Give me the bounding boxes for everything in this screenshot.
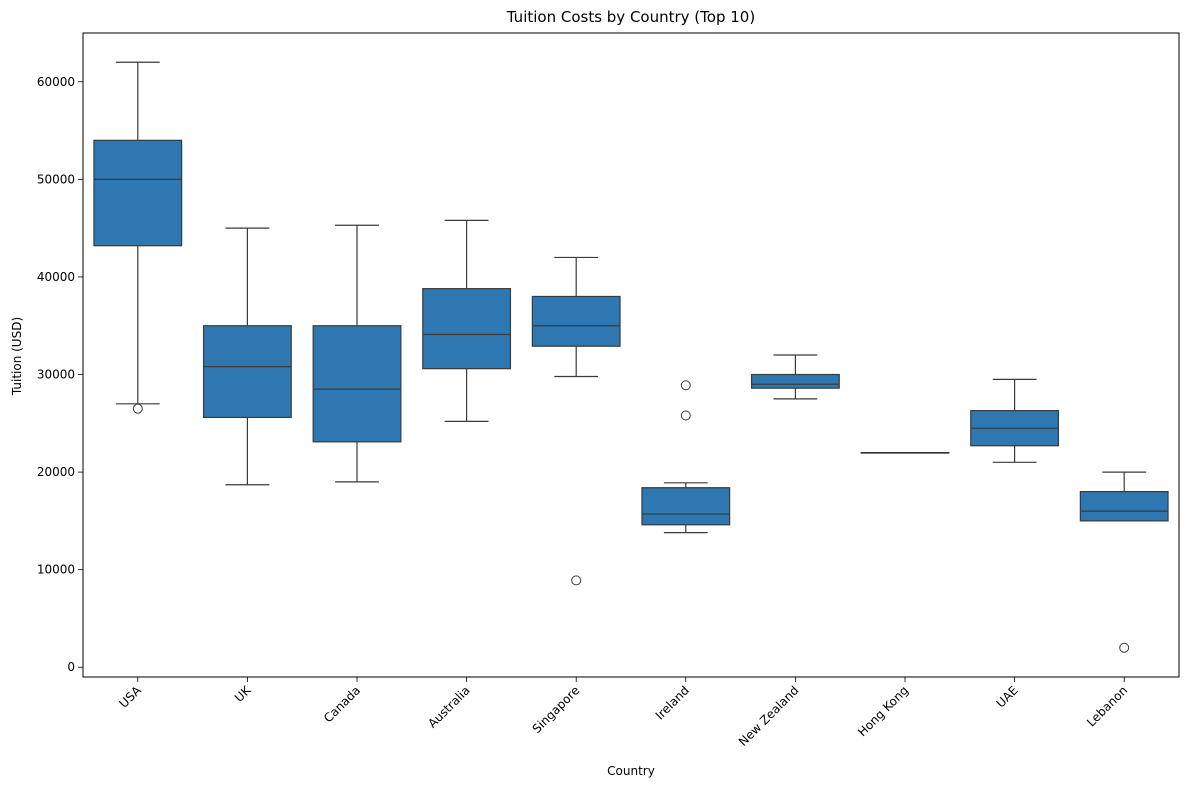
box-australia xyxy=(422,288,512,370)
box-ireland xyxy=(641,487,731,526)
box-lebanon xyxy=(1079,491,1169,522)
box-singapore xyxy=(531,295,621,347)
plot-area: 0 10000 20000 30000 40000 50000 60000 USA UK Cana… xyxy=(37,32,1180,749)
outlier-point xyxy=(1119,642,1130,653)
y-tick-label: 40000 xyxy=(37,270,75,284)
y-tick-label: 30000 xyxy=(37,368,75,382)
x-tick-label: Australia xyxy=(425,683,472,730)
x-tick-label: Canada xyxy=(321,683,363,725)
y-tick-label: 50000 xyxy=(37,172,75,186)
outlier-point xyxy=(571,575,582,586)
y-tick-label: 20000 xyxy=(37,465,75,479)
y-tick-label: 10000 xyxy=(37,563,75,577)
y-tick-label: 0 xyxy=(67,660,75,674)
plot-frame xyxy=(82,32,1180,678)
box-canada xyxy=(312,325,402,443)
box-uk xyxy=(202,325,292,419)
y-axis-label: Tuition (USD) xyxy=(10,317,24,396)
y-tick-label: 60000 xyxy=(37,75,75,89)
outlier-point xyxy=(680,380,691,391)
box-new-zealand xyxy=(750,373,840,389)
x-tick-label: New Zealand xyxy=(736,683,802,749)
x-tick-label: Singapore xyxy=(530,683,583,736)
box-usa xyxy=(93,139,183,247)
x-tick-label: UAE xyxy=(993,683,1020,710)
x-tick-label: Lebanon xyxy=(1084,683,1130,729)
chart-title: Tuition Costs by Country (Top 10) xyxy=(506,8,755,26)
x-axis-label: Country xyxy=(607,764,655,778)
x-tick-label: Ireland xyxy=(653,683,692,722)
x-tick-label: USA xyxy=(116,683,144,711)
outlier-point xyxy=(132,403,143,414)
outlier-point xyxy=(680,410,691,421)
x-tick-label: Hong Kong xyxy=(855,683,911,739)
x-tick-label: UK xyxy=(232,682,254,704)
